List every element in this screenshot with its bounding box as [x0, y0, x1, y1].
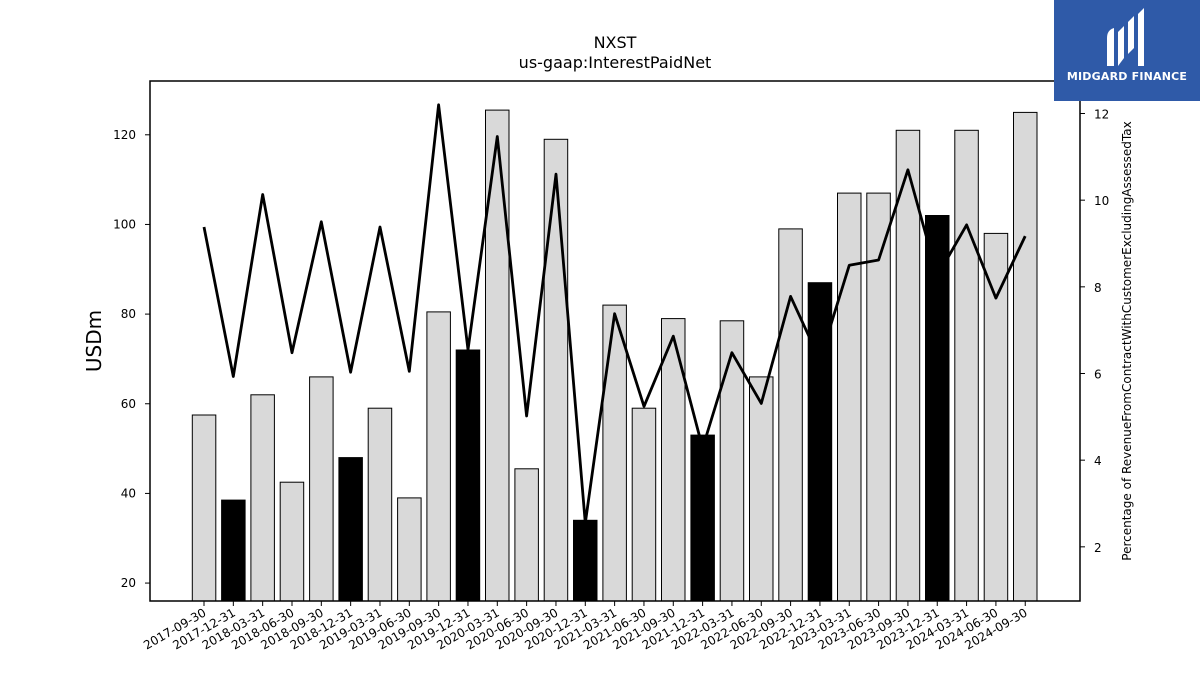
bar-2022-03-31 [719, 320, 745, 602]
plot-frame [149, 80, 1081, 602]
bar-2018-03-31 [250, 394, 275, 602]
bar-2019-06-30 [397, 497, 422, 602]
bar-2020-06-30 [514, 468, 539, 602]
midgard-finance-logo: MIDGARD FINANCE [1054, 0, 1200, 101]
bar-2017-09-30 [191, 414, 217, 602]
bar-2018-06-30 [279, 481, 305, 602]
bar-2019-12-31 [455, 349, 481, 602]
bar-2020-03-31 [485, 109, 510, 602]
bar-2020-09-30 [543, 138, 569, 602]
chart-title: NXST [594, 33, 637, 52]
y2-tick-label: 6 [1094, 368, 1102, 382]
bar-2019-09-30 [426, 311, 451, 602]
y2-tick-label: 4 [1094, 454, 1102, 468]
y-axis-ticks: 20 40 60 80 100 120 [113, 128, 150, 590]
y2-tick-label: 2 [1094, 541, 1102, 555]
chart-subtitle: us-gaap:InterestPaidNet [519, 53, 712, 72]
bar-2023-06-30 [866, 192, 891, 602]
bar-2023-03-31 [837, 192, 862, 602]
bar-2017-12-31 [221, 499, 246, 602]
bar-2022-06-30 [749, 376, 774, 602]
y-tick-label: 80 [121, 307, 136, 321]
bar-2021-09-30 [661, 318, 686, 602]
bar-series [191, 109, 1038, 602]
logo-text: MIDGARD FINANCE [1066, 70, 1188, 83]
y2-tick-label: 8 [1094, 281, 1102, 295]
bar-2021-12-31 [690, 434, 715, 602]
bar-2024-06-30 [983, 232, 1009, 602]
bar-2020-12-31 [573, 519, 598, 602]
bar-2024-03-31 [954, 129, 979, 602]
y2-axis-ticks: 2 4 6 8 10 12 [1080, 108, 1109, 555]
line-series [202, 103, 1027, 525]
x-axis-ticks: 2017-09-302017-12-312018-03-312018-06-30… [141, 601, 1030, 652]
bar-2022-09-30 [778, 228, 803, 602]
y-tick-label: 100 [113, 217, 136, 231]
line-percentage [202, 103, 1027, 525]
y-axis-label: USDm [82, 310, 106, 372]
bar-2018-09-30 [309, 376, 334, 602]
y-tick-label: 40 [121, 486, 136, 500]
y2-axis-label: Percentage of RevenueFromContractWithCus… [1120, 121, 1134, 560]
y2-tick-label: 10 [1094, 194, 1109, 208]
bar-2024-09-30 [1013, 111, 1038, 602]
y2-tick-label: 12 [1094, 108, 1109, 122]
bar-2021-03-31 [602, 304, 627, 602]
logo-mark-icon [1107, 8, 1144, 66]
y-tick-label: 120 [113, 128, 136, 142]
bar-2019-03-31 [367, 407, 393, 602]
y-tick-label: 60 [121, 397, 136, 411]
bar-2018-12-31 [338, 457, 363, 602]
y-tick-label: 20 [121, 576, 136, 590]
bar-2021-06-30 [631, 407, 657, 602]
